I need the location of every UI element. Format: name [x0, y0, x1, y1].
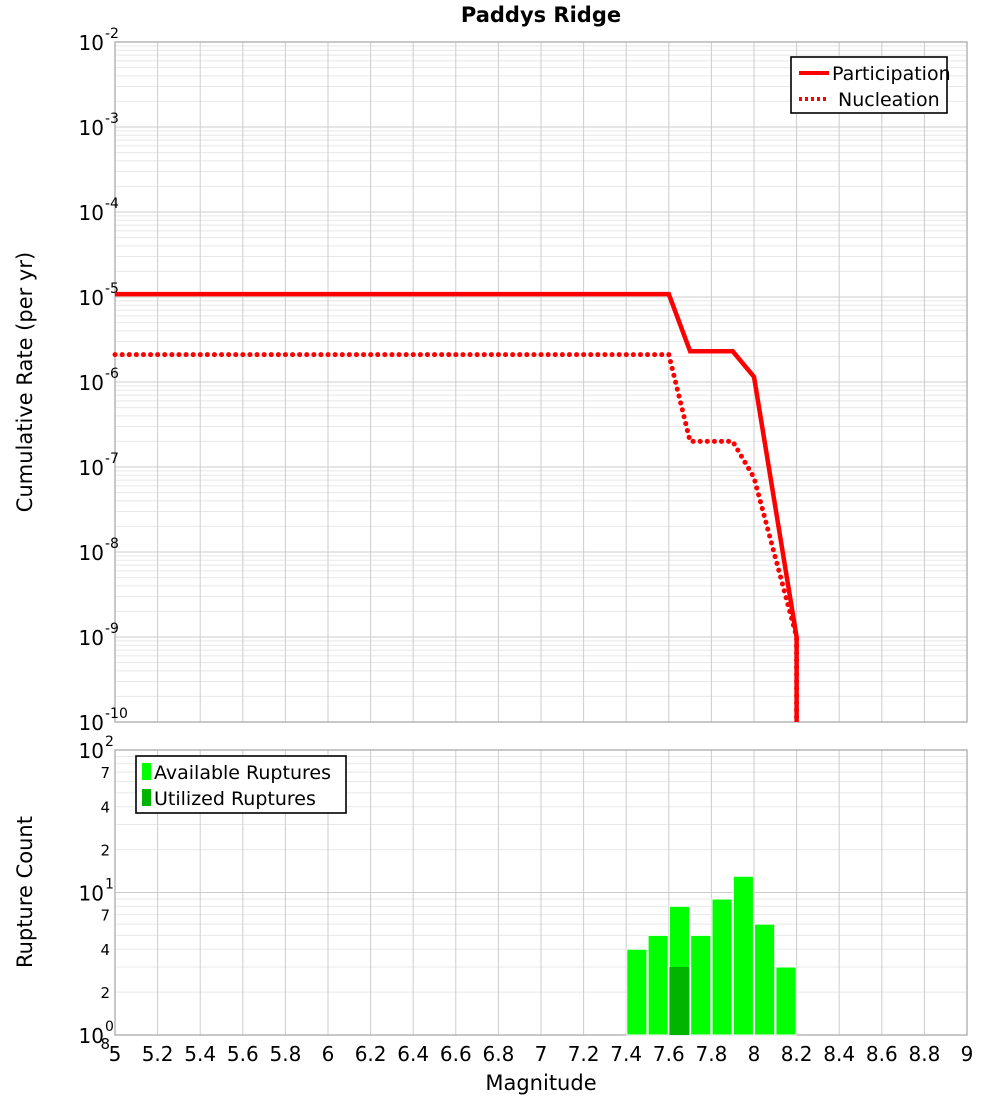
- y-tick-mantissa: 10: [79, 739, 104, 763]
- x-tick-label: 5.4: [184, 1042, 216, 1066]
- y-tick-exponent: -6: [105, 366, 119, 382]
- x-tick-label: 5: [109, 1042, 122, 1066]
- x-tick-label: 8.4: [823, 1042, 855, 1066]
- top-panel-y-axis-label: Cumulative Rate (per yr): [13, 252, 37, 512]
- y-tick-exponent: -10: [105, 706, 128, 722]
- x-tick-label: 8: [748, 1042, 761, 1066]
- x-tick-label: 5.6: [227, 1042, 259, 1066]
- y-tick-mantissa: 10: [79, 882, 104, 906]
- x-tick-label: 7.2: [568, 1042, 600, 1066]
- x-tick-label: 8.2: [781, 1042, 813, 1066]
- x-axis-label: Magnitude: [485, 1071, 596, 1095]
- legend-label-nucleation: Nucleation: [838, 89, 940, 111]
- y-tick-mantissa: 10: [79, 711, 104, 735]
- x-tick-label: 8.6: [866, 1042, 898, 1066]
- y-tick-mantissa: 10: [79, 286, 104, 310]
- y-tick-exponent: 1: [105, 877, 114, 893]
- figure-container: Paddys Ridge 10-210-310-410-510-610-710-…: [0, 0, 1000, 1100]
- y-tick-mantissa: 10: [79, 201, 104, 225]
- x-tick-label: 6: [322, 1042, 335, 1066]
- legend-entry-available-ruptures[interactable]: Available Ruptures: [142, 762, 331, 784]
- legend-entry-utilized-ruptures[interactable]: Utilized Ruptures: [142, 788, 316, 810]
- x-tick-label: 9: [961, 1042, 974, 1066]
- bar-available: [776, 967, 796, 1035]
- y-tick-minor-label: 7: [100, 907, 110, 925]
- y-tick-exponent: 0: [105, 1019, 114, 1035]
- y-tick-exponent: -4: [105, 196, 119, 212]
- utilized-ruptures-swatch: [142, 789, 151, 806]
- available-ruptures-swatch: [142, 763, 151, 780]
- x-tick-label: 7: [535, 1042, 548, 1066]
- utilized-ruptures-bars: [669, 967, 689, 1035]
- x-tick-label: 7.8: [695, 1042, 727, 1066]
- y-tick-mantissa: 10: [79, 456, 104, 480]
- x-tick-label: 6.4: [397, 1042, 429, 1066]
- y-tick-mantissa: 10: [79, 31, 104, 55]
- x-tick-label: 7.4: [610, 1042, 642, 1066]
- bar-available: [648, 935, 668, 1035]
- x-tick-label: 8.8: [908, 1042, 940, 1066]
- bar-available: [691, 935, 711, 1035]
- legend-label-available-ruptures: Available Ruptures: [154, 762, 331, 784]
- x-tick-label: 7.6: [653, 1042, 685, 1066]
- bar-available: [755, 924, 775, 1035]
- legend-label-utilized-ruptures: Utilized Ruptures: [154, 788, 316, 810]
- x-tick-label: 6.6: [440, 1042, 472, 1066]
- x-tick-label: 5.2: [142, 1042, 174, 1066]
- y-tick-minor-label: 2: [100, 842, 110, 860]
- y-tick-mantissa: 10: [79, 116, 104, 140]
- legend-label-participation: Participation: [832, 63, 951, 85]
- y-tick-minor-label: 4: [100, 799, 110, 817]
- bar-available: [712, 899, 732, 1035]
- top-panel-legend[interactable]: Participation Nucleation: [791, 57, 951, 113]
- x-tick-label: 6.2: [355, 1042, 387, 1066]
- x-tick-label: 6.8: [482, 1042, 514, 1066]
- y-tick-minor-label: 4: [100, 941, 110, 959]
- x-axis-tick-labels: 5 5.2 5.4 5.6 5.8 6 6.2 6.4 6.6 6.8 7 7.2 7.4 7.6 7.8 8…: [109, 1042, 974, 1066]
- bar-available: [627, 949, 647, 1035]
- y-tick-mantissa: 10: [79, 371, 104, 395]
- bottom-panel-legend[interactable]: Available Ruptures Utilized Ruptures: [136, 756, 346, 813]
- y-tick-exponent: -2: [105, 26, 119, 42]
- bar-available: [733, 876, 753, 1035]
- y-tick-mantissa: 10: [79, 541, 104, 565]
- y-tick-exponent: -7: [105, 451, 119, 467]
- chart-svg: Paddys Ridge 10-210-310-410-510-610-710-…: [0, 0, 1000, 1100]
- bottom-panel-y-axis-label: Rupture Count: [13, 816, 37, 968]
- y-tick-exponent: -3: [105, 111, 119, 127]
- y-tick-minor-label: 2: [100, 984, 110, 1002]
- page-title: Paddys Ridge: [461, 3, 621, 27]
- bar-utilized: [669, 967, 689, 1035]
- y-tick-exponent: -9: [105, 621, 119, 637]
- y-tick-exponent: 2: [105, 734, 114, 750]
- y-tick-mantissa: 10: [79, 626, 104, 650]
- y-tick-exponent: -8: [105, 536, 119, 552]
- x-tick-label: 5.8: [269, 1042, 301, 1066]
- y-tick-minor-label: 7: [100, 764, 110, 782]
